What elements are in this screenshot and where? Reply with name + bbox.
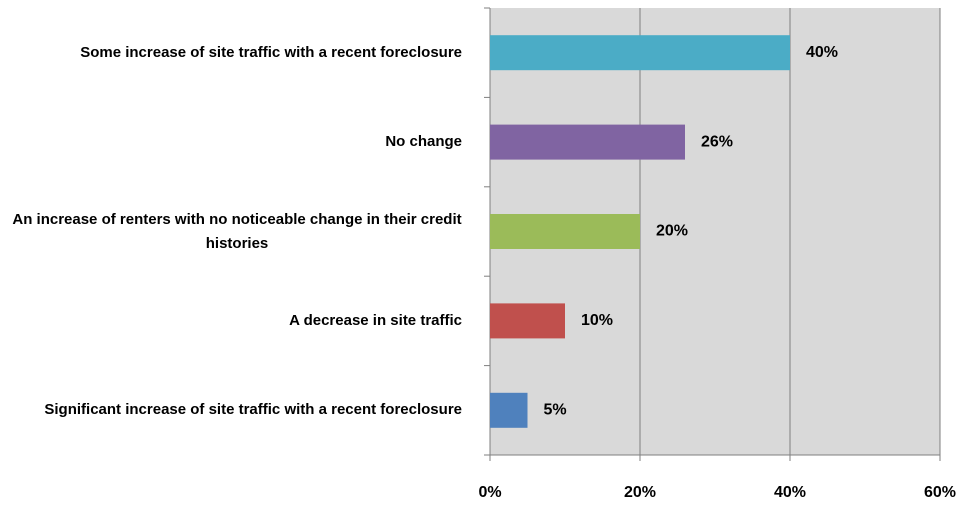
y-tick-label: A decrease in site traffic [289,311,462,329]
bar [490,124,685,160]
x-tick-label: 20% [624,484,656,501]
category-label-box: An increase of renters with no noticeabl… [12,202,462,262]
y-tick-label: Significant increase of site traffic wit… [44,401,462,419]
value-label: 5% [544,402,567,419]
y-tick-label: An increase of renters with no noticeabl… [12,210,462,252]
bar [490,303,565,339]
y-tick-label: Some increase of site traffic with a rec… [80,43,462,61]
category-label-box: A decrease in site traffic [12,291,462,351]
value-label: 26% [701,133,733,150]
value-label: 40% [806,44,838,61]
x-tick-label: 0% [478,484,501,501]
bar [490,35,790,71]
x-tick-label: 60% [924,484,956,501]
y-tick-label: No change [385,133,462,151]
value-label: 10% [581,312,613,329]
category-label-box: Significant increase of site traffic wit… [12,380,462,440]
bar [490,392,528,428]
x-tick-label: 40% [774,484,806,501]
bar [490,214,640,249]
value-label: 20% [656,223,688,240]
category-label-box: No change [12,112,462,172]
category-label-box: Some increase of site traffic with a rec… [12,23,462,83]
